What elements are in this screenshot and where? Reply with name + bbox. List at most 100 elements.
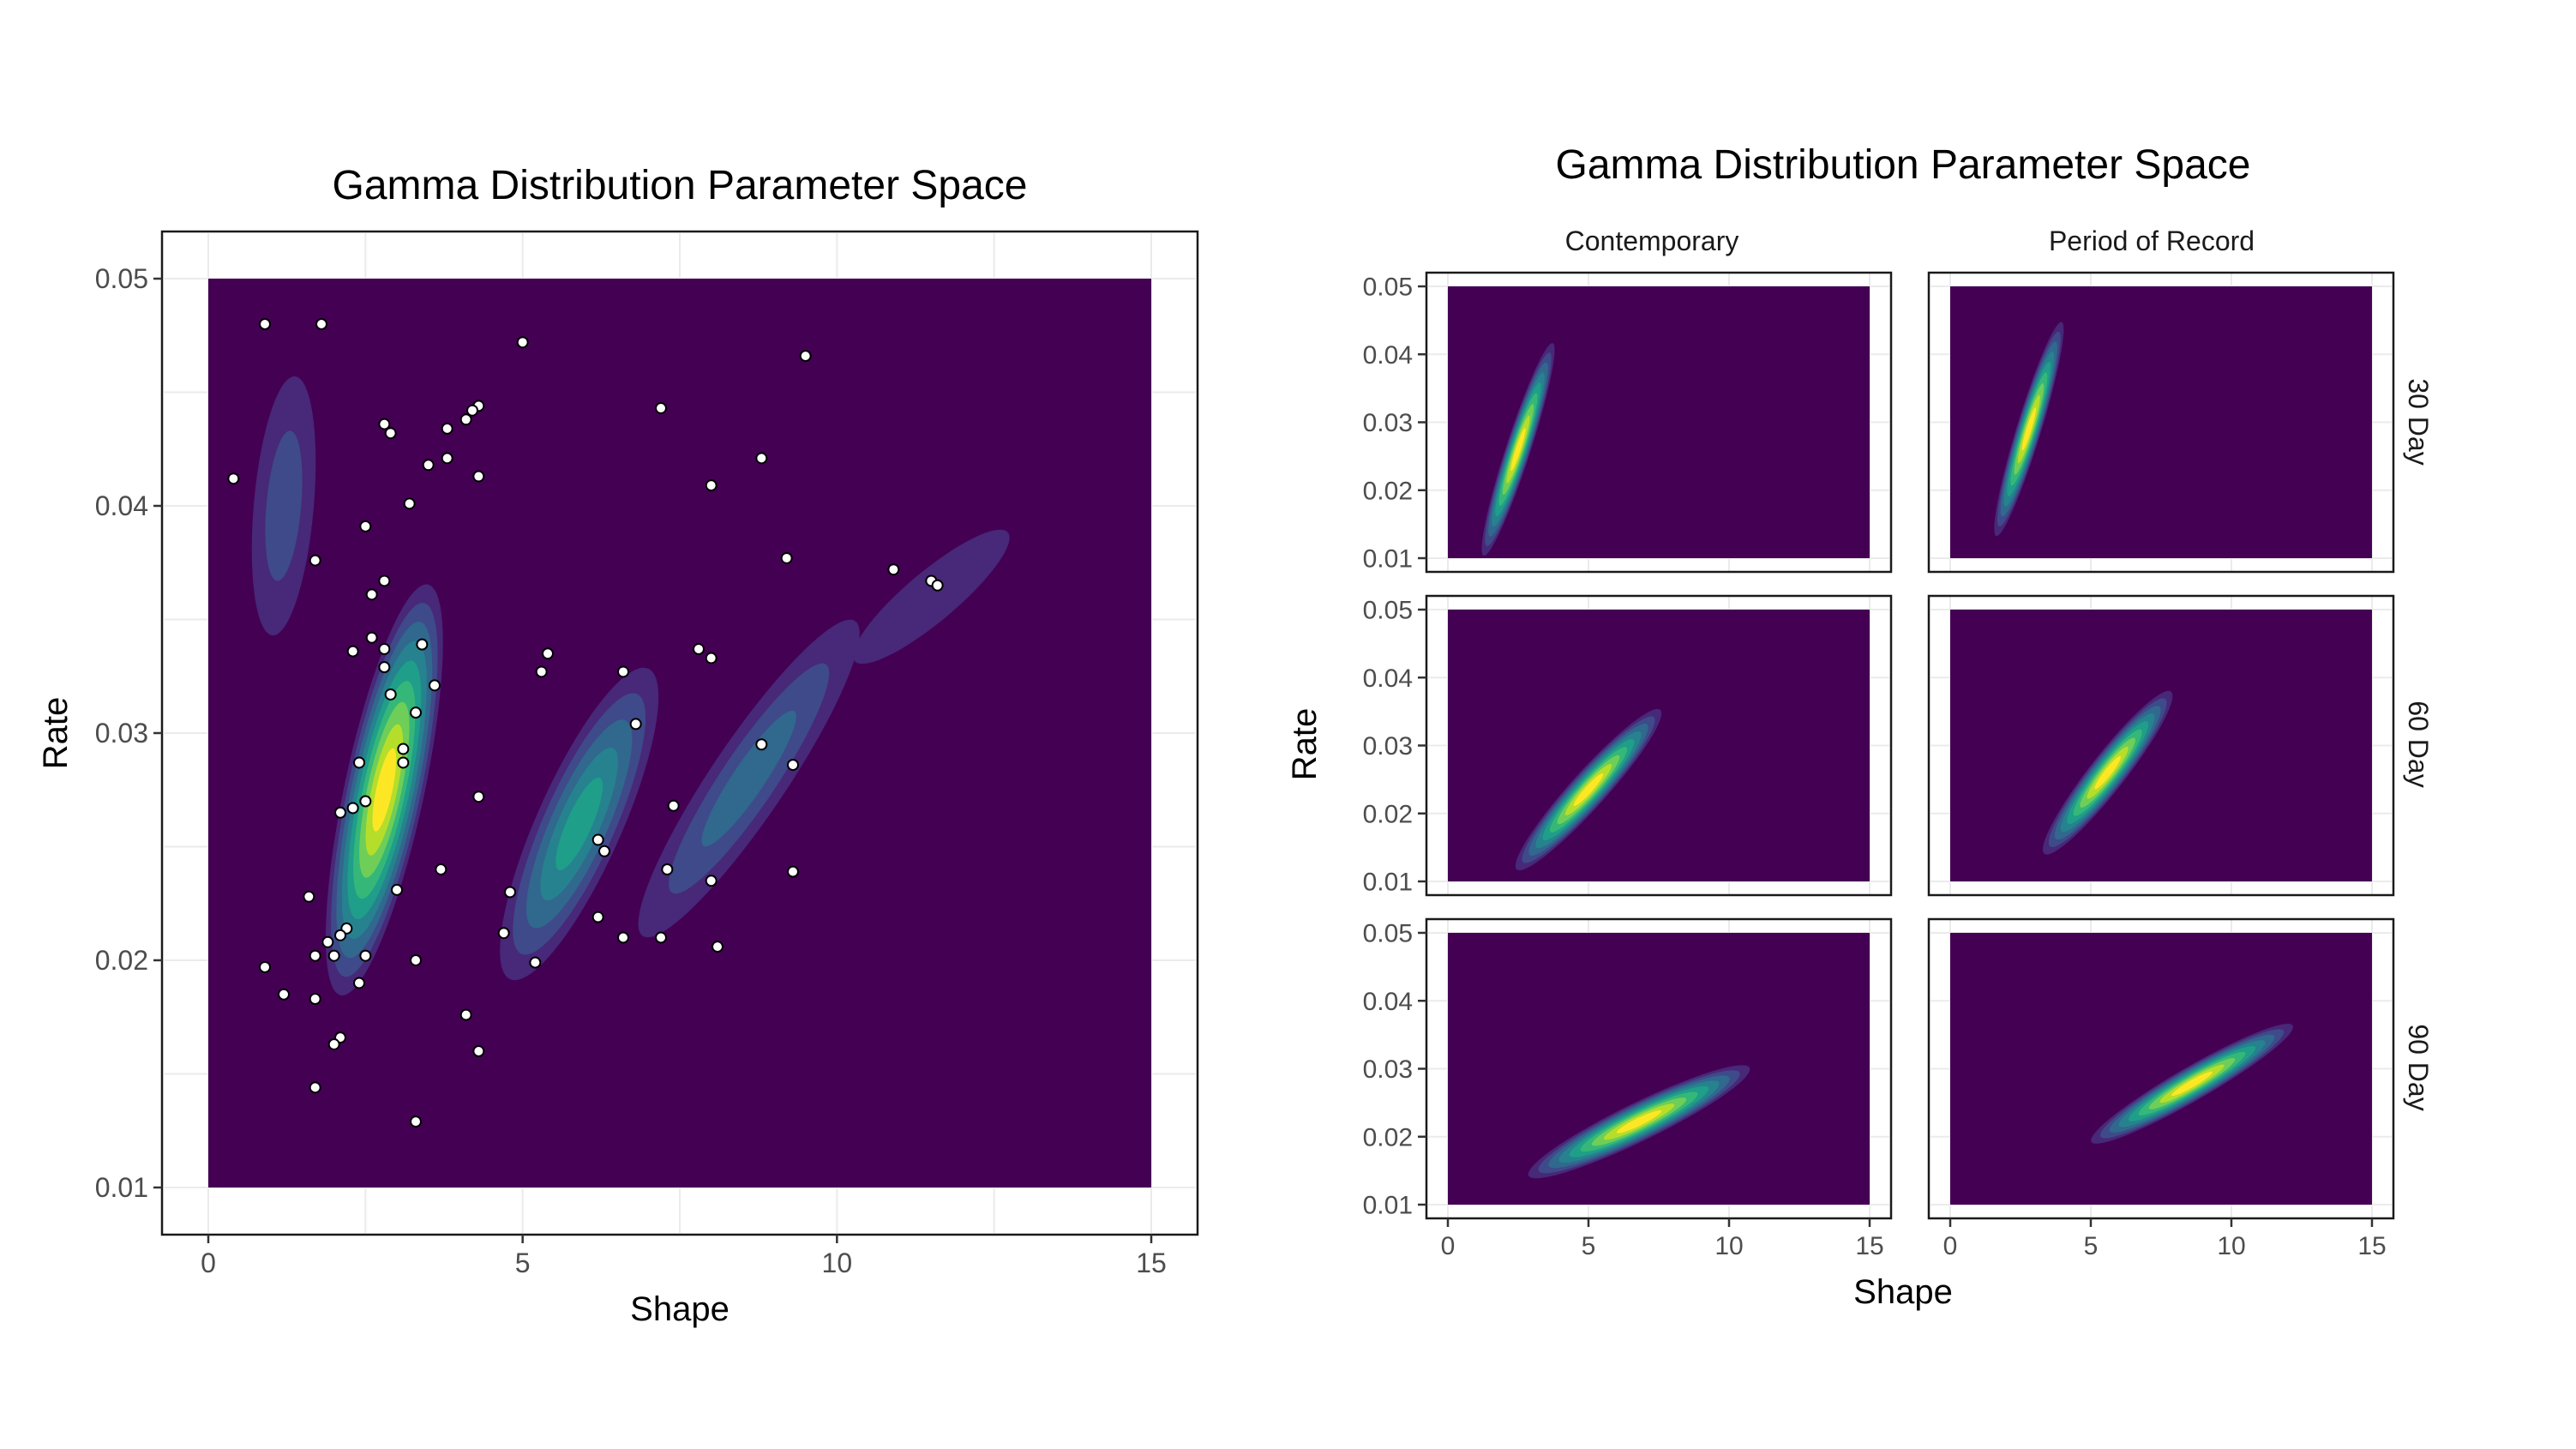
facet-1-1-density-level-9-mode-0 (2094, 755, 2121, 790)
facet-column-label-period-of-record: Period of Record (2049, 225, 2255, 256)
scatter-point-47 (359, 795, 372, 808)
facet-1-0-y-axis: 0.01 0.02 0.03 0.04 0.05 (1363, 597, 1426, 897)
facet-1-0-density (1448, 610, 1870, 881)
scatter-point-73 (353, 977, 365, 989)
facet-row-label-90-day: 90 Day (2403, 1024, 2434, 1110)
scatter-point-45 (472, 791, 485, 803)
scatter-point-48 (346, 802, 359, 815)
facet-1-1-density (1950, 610, 2372, 881)
scatter-point-69 (359, 949, 372, 962)
facet-2-0-x-axis: 0 5 10 15 (1441, 1218, 1884, 1260)
facet-1-0-ytick-label-1: 0.02 (1363, 800, 1413, 828)
facet-0-0-density-base (1448, 286, 1870, 558)
scatter-point-27 (346, 645, 359, 658)
facet-1-0-ytick-label-0: 0.01 (1363, 869, 1413, 897)
scatter-point-31 (693, 642, 705, 655)
scatter-point-0 (259, 318, 271, 330)
facet-2-1-density (1950, 933, 2372, 1205)
left-density-base (208, 279, 1151, 1187)
facet-1-0-ytick-label-3: 0.04 (1363, 664, 1413, 693)
scatter-point-51 (598, 845, 610, 857)
right-y-axis-label: Rate (1286, 708, 1324, 781)
facet-2-0-density-base (1448, 933, 1870, 1205)
scatter-point-53 (661, 863, 674, 875)
facet-1-0-density-base (1448, 610, 1870, 881)
facet-1-0-ytick-label-2: 0.03 (1363, 732, 1413, 761)
facet-2-1-xtick-label-1: 5 (2084, 1232, 2099, 1260)
facet-2-0-xtick-label-2: 10 (1714, 1232, 1743, 1260)
left-x-axis-label: Shape (630, 1290, 730, 1328)
scatter-point-42 (353, 756, 365, 769)
left-ytick-label-0: 0.01 (95, 1172, 148, 1203)
scatter-point-46 (667, 799, 680, 812)
facet-0-0-ytick-label-2: 0.03 (1363, 409, 1413, 437)
left-y-axis-label: Rate (37, 697, 75, 770)
facet-2-0-density (1448, 933, 1870, 1205)
facet-2-1-density-base (1950, 933, 2372, 1205)
facet-0-1-border (1927, 271, 2395, 574)
scatter-point-68 (327, 949, 340, 962)
facet-panel-period-of-record-90-day: 0 5 10 15 (1927, 917, 2395, 1260)
scatter-point-25 (365, 588, 378, 601)
scatter-point-3 (799, 350, 812, 363)
right-x-axis-label: Shape (1853, 1273, 1953, 1311)
facet-panel-period-of-record-30-day (1927, 271, 2395, 574)
scatter-point-1 (315, 318, 327, 330)
facet-2-0-ytick-label-3: 0.04 (1363, 988, 1413, 1016)
scatter-point-17 (359, 520, 372, 532)
scatter-point-5 (378, 418, 391, 430)
facet-2-0-ytick-label-1: 0.02 (1363, 1123, 1413, 1151)
facet-2-0-xtick-label-0: 0 (1441, 1232, 1456, 1260)
facet-0-0-ytick-label-4: 0.05 (1363, 274, 1413, 302)
facet-2-0-ytick-label-4: 0.05 (1363, 920, 1413, 948)
facet-panel-contemporary-60-day: 0.01 0.02 0.03 0.04 0.05 (1363, 594, 1893, 897)
scatter-point-64 (655, 931, 667, 944)
scatter-point-76 (459, 1008, 472, 1021)
scatter-point-52 (435, 863, 447, 875)
left-chart: Gamma Distribution Parameter Space 0.010… (37, 163, 1199, 1328)
left-density-level-1-mode-4 (853, 529, 1010, 664)
facet-1-1-border (1927, 594, 2395, 897)
facet-panel-period-of-record-60-day (1927, 594, 2395, 897)
left-density-level-2-mode-3 (265, 430, 303, 581)
scatter-point-71 (529, 956, 542, 969)
scatter-point-62 (497, 927, 510, 940)
scatter-point-32 (705, 652, 718, 664)
scatter-point-21 (887, 563, 900, 576)
facet-2-0-xtick-label-1: 5 (1582, 1232, 1596, 1260)
facet-0-0-y-axis: 0.01 0.02 0.03 0.04 0.05 (1363, 274, 1426, 574)
facet-2-0-ytick-label-0: 0.01 (1363, 1192, 1413, 1220)
facet-0-1-density (1950, 286, 2372, 558)
scatter-point-66 (712, 941, 724, 953)
scatter-point-38 (410, 706, 422, 719)
scatter-point-6 (384, 427, 397, 440)
facet-2-1-density-level-9-mode-0 (2171, 1071, 2213, 1097)
scatter-point-29 (416, 638, 429, 651)
facet-row-label-60-day: 60 Day (2403, 700, 2434, 787)
facet-0-0-ytick-label-3: 0.04 (1363, 341, 1413, 370)
left-scatter-points (227, 318, 944, 1128)
facet-0-1-density-level-9-mode-0 (2021, 407, 2037, 451)
scatter-point-67 (309, 949, 321, 962)
left-x-axis: 0 5 10 15 (201, 1235, 1167, 1278)
scatter-point-78 (327, 1038, 340, 1051)
scatter-point-37 (384, 688, 397, 700)
scatter-point-16 (403, 497, 416, 510)
facet-0-0-density (1448, 286, 1870, 558)
facet-row-label-30-day: 30 Day (2403, 378, 2434, 465)
scatter-point-65 (321, 935, 334, 948)
facet-2-0-ytick-label-2: 0.03 (1363, 1055, 1413, 1084)
left-ytick-label-3: 0.04 (95, 490, 148, 521)
left-y-axis: 0.01 0.02 0.03 0.04 0.05 (95, 263, 162, 1203)
facet-2-0-xtick-label-3: 15 (1855, 1232, 1883, 1260)
scatter-point-23 (931, 579, 944, 592)
scatter-point-7 (441, 422, 453, 435)
scatter-point-24 (378, 574, 391, 587)
scatter-point-70 (410, 954, 422, 966)
facet-2-0-density-level-9-mode-0 (1616, 1109, 1662, 1133)
right-chart-title: Gamma Distribution Parameter Space (1556, 142, 2251, 188)
facet-2-1-x-axis: 0 5 10 15 (1943, 1218, 2387, 1260)
scatter-point-15 (755, 452, 768, 465)
scatter-point-56 (391, 883, 403, 896)
